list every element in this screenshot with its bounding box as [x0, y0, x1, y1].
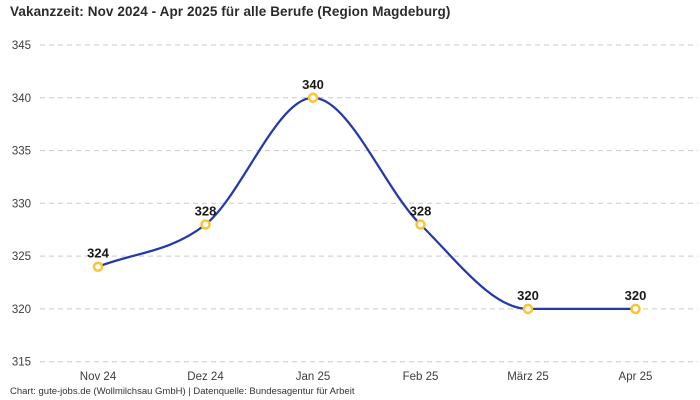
data-point-marker[interactable]	[200, 219, 211, 230]
x-axis-tick-label: Nov 24	[80, 371, 117, 383]
y-axis-tick-label: 330	[12, 198, 31, 210]
data-point-marker[interactable]	[630, 303, 641, 315]
y-axis-tick-label: 320	[12, 304, 31, 316]
y-axis-tick-label: 335	[12, 146, 31, 158]
x-axis-tick-label: Jan 25	[296, 371, 331, 383]
chart-source-footer: Chart: gute-jobs.de (Wollmilchsau GmbH) …	[10, 386, 355, 397]
x-axis-tick-label: Dez 24	[187, 371, 224, 383]
data-point-marker[interactable]	[415, 219, 426, 230]
data-point-value-label: 324	[87, 246, 109, 261]
y-axis-tick-label: 315	[12, 357, 31, 369]
data-point-value-label: 328	[410, 204, 432, 219]
data-point-value-label: 320	[517, 288, 539, 303]
data-point-value-label: 340	[302, 77, 324, 92]
y-axis-tick-label: 340	[12, 93, 31, 105]
data-point-value-label: 320	[625, 288, 647, 303]
x-axis-tick-label: Apr 25	[619, 371, 653, 383]
x-axis-tick-label: Feb 25	[403, 371, 439, 383]
data-point-marker[interactable]	[307, 92, 319, 104]
data-point-marker[interactable]	[522, 303, 534, 315]
data-point-value-label: 328	[195, 204, 217, 219]
chart-title: Vakanzzeit: Nov 2024 - Apr 2025 für alle…	[10, 4, 451, 19]
data-point-marker[interactable]	[92, 261, 104, 272]
x-axis-tick-label: März 25	[507, 371, 549, 383]
y-axis-tick-label: 325	[12, 251, 31, 263]
y-axis-tick-label: 345	[12, 40, 31, 52]
